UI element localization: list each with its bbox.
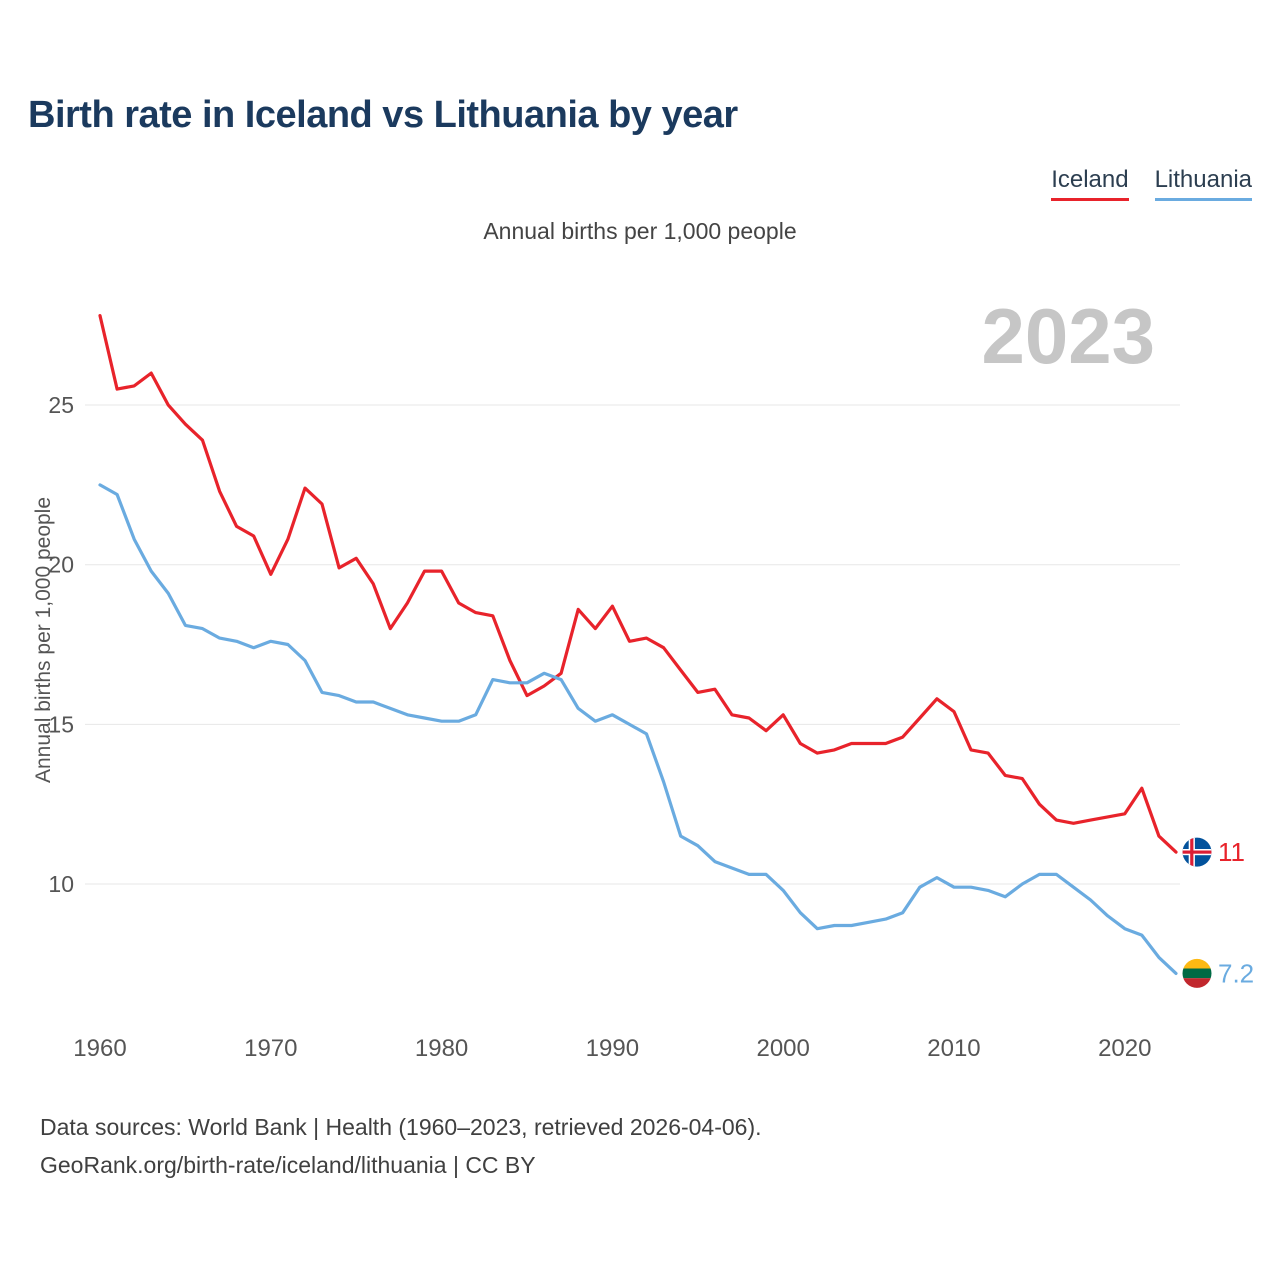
legend-item-lithuania[interactable]: Lithuania xyxy=(1154,166,1252,201)
legend: Iceland Lithuania xyxy=(1051,166,1252,201)
footer: Data sources: World Bank | Health (1960–… xyxy=(40,1108,762,1184)
x-tick-label: 1970 xyxy=(244,1035,297,1062)
end-value-label-iceland: 11 xyxy=(1218,837,1245,867)
chart-subtitle: Annual births per 1,000 people xyxy=(483,218,797,244)
footer-attribution: GeoRank.org/birth-rate/iceland/lithuania… xyxy=(40,1152,536,1178)
y-tick-label: 20 xyxy=(48,552,74,578)
y-tick-label: 10 xyxy=(48,871,74,897)
iceland-flag-icon xyxy=(1182,837,1212,867)
y-tick-label: 25 xyxy=(48,392,74,418)
watermark-year: 2023 xyxy=(981,292,1155,380)
series-line-iceland xyxy=(98,314,1178,854)
y-tick-label: 15 xyxy=(48,711,74,737)
lithuania-flag-icon xyxy=(1182,958,1212,988)
x-tick-label: 2010 xyxy=(927,1035,980,1062)
series-line-lithuania xyxy=(98,483,1178,976)
x-tick-label: 1990 xyxy=(586,1035,639,1062)
footer-data-sources: Data sources: World Bank | Health (1960–… xyxy=(40,1114,762,1140)
legend-item-iceland[interactable]: Iceland xyxy=(1051,166,1129,201)
end-value-label-lithuania: 7.2 xyxy=(1218,958,1254,988)
x-tick-label: 1960 xyxy=(73,1035,126,1062)
x-tick-label: 1980 xyxy=(415,1035,468,1062)
x-tick-label: 2000 xyxy=(756,1035,809,1062)
x-tick-label: 2020 xyxy=(1098,1035,1151,1062)
page-title: Birth rate in Iceland vs Lithuania by ye… xyxy=(28,94,738,136)
